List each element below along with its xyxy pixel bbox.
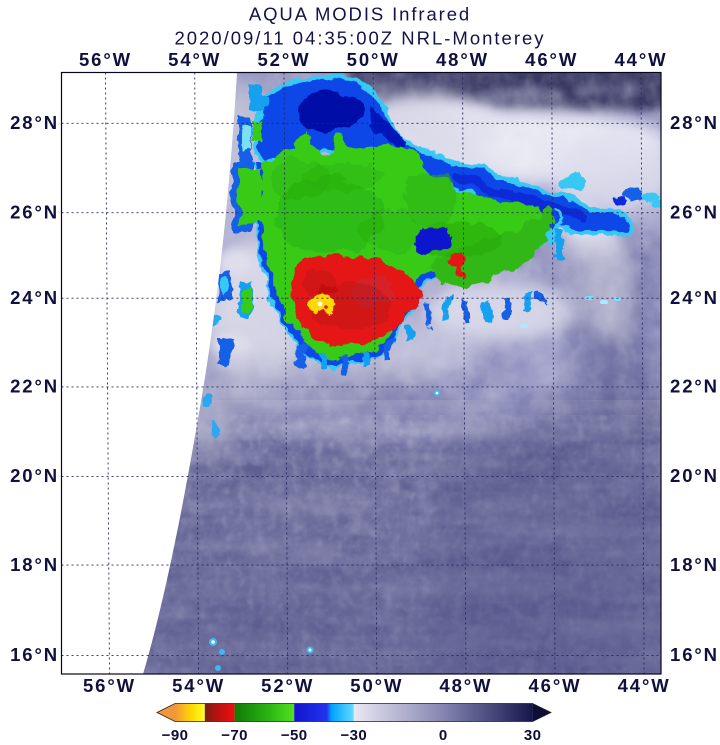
svg-text:2020/09/11 04:35:00Z NRL-Monte: 2020/09/11 04:35:00Z NRL-Monterey bbox=[174, 27, 545, 48]
svg-text:54°W: 54°W bbox=[168, 49, 221, 70]
svg-text:−30: −30 bbox=[340, 727, 367, 744]
svg-text:22°N: 22°N bbox=[10, 376, 59, 397]
svg-text:48°W: 48°W bbox=[439, 675, 492, 696]
svg-text:50°W: 50°W bbox=[350, 675, 403, 696]
svg-text:46°W: 46°W bbox=[528, 675, 581, 696]
svg-text:16°N: 16°N bbox=[10, 644, 59, 665]
svg-text:24°N: 24°N bbox=[10, 287, 59, 308]
svg-text:52°W: 52°W bbox=[257, 49, 310, 70]
svg-text:20°N: 20°N bbox=[10, 465, 59, 486]
svg-text:0: 0 bbox=[439, 727, 448, 744]
svg-text:26°N: 26°N bbox=[670, 202, 719, 223]
svg-text:56°W: 56°W bbox=[79, 49, 132, 70]
svg-text:18°N: 18°N bbox=[10, 554, 59, 575]
svg-text:−90: −90 bbox=[162, 727, 189, 744]
svg-text:−50: −50 bbox=[281, 727, 308, 744]
svg-text:AQUA MODIS Infrared: AQUA MODIS Infrared bbox=[249, 4, 471, 25]
svg-text:28°N: 28°N bbox=[670, 112, 719, 133]
svg-text:44°W: 44°W bbox=[618, 675, 671, 696]
svg-text:−70: −70 bbox=[221, 727, 248, 744]
svg-text:52°W: 52°W bbox=[261, 675, 314, 696]
svg-text:48°W: 48°W bbox=[436, 49, 489, 70]
svg-text:20°N: 20°N bbox=[670, 465, 719, 486]
svg-text:44°W: 44°W bbox=[614, 49, 667, 70]
svg-text:24°N: 24°N bbox=[670, 287, 719, 308]
svg-text:28°N: 28°N bbox=[10, 112, 59, 133]
svg-text:26°N: 26°N bbox=[10, 202, 59, 223]
svg-text:22°N: 22°N bbox=[670, 376, 719, 397]
svg-text:50°W: 50°W bbox=[347, 49, 400, 70]
svg-text:54°W: 54°W bbox=[172, 675, 225, 696]
svg-text:16°N: 16°N bbox=[670, 644, 719, 665]
svg-text:56°W: 56°W bbox=[83, 675, 136, 696]
svg-text:46°W: 46°W bbox=[525, 49, 578, 70]
svg-text:18°N: 18°N bbox=[670, 554, 719, 575]
svg-text:30: 30 bbox=[524, 727, 542, 744]
